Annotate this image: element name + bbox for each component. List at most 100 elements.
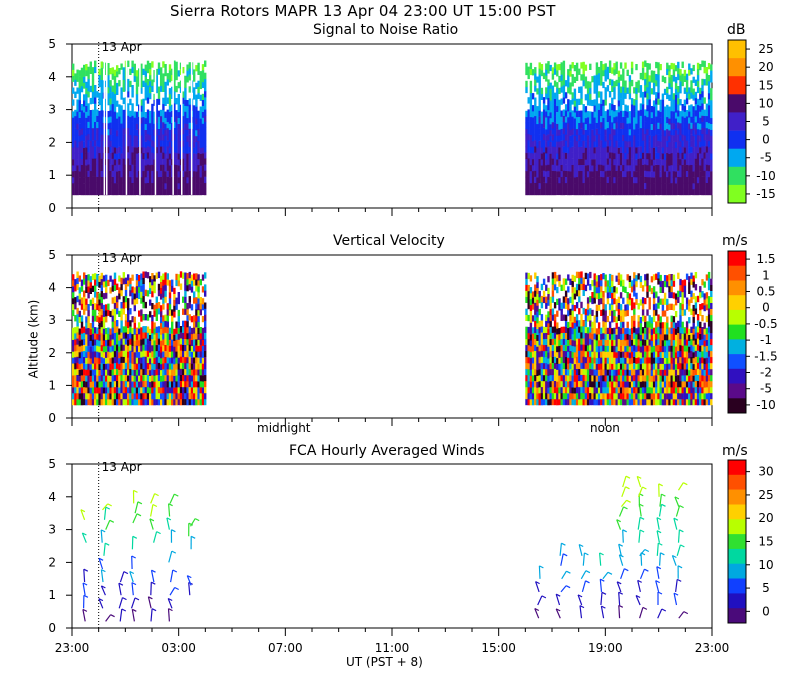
snr-cell bbox=[547, 158, 550, 165]
velocity-cell bbox=[155, 272, 158, 279]
snr-cell bbox=[149, 134, 152, 142]
velocity-cell bbox=[113, 386, 117, 394]
snr-cell bbox=[586, 141, 590, 148]
velocity-cell bbox=[529, 381, 533, 388]
velocity-cell bbox=[140, 291, 143, 298]
snr-cell bbox=[699, 117, 702, 124]
snr-cell bbox=[149, 80, 152, 88]
velocity-cell bbox=[129, 356, 132, 363]
snr-cell bbox=[100, 152, 103, 159]
velocity-cell bbox=[619, 316, 623, 323]
snr-cell bbox=[197, 122, 200, 130]
velocity-cell bbox=[111, 399, 114, 406]
snr-cell bbox=[595, 128, 599, 135]
velocity-cell bbox=[549, 326, 552, 334]
velocity-cell bbox=[578, 368, 581, 375]
snr-cell bbox=[109, 122, 112, 129]
snr-cell bbox=[76, 165, 79, 172]
snr-cell bbox=[571, 188, 574, 196]
velocity-cell bbox=[604, 304, 607, 311]
snr-cell bbox=[630, 134, 634, 141]
snr-cell bbox=[111, 122, 114, 129]
velocity-cell bbox=[578, 398, 581, 406]
velocity-cell bbox=[628, 346, 632, 353]
snr-cell bbox=[617, 106, 621, 113]
snr-cell bbox=[611, 122, 614, 129]
snr-cell bbox=[109, 128, 112, 135]
velocity-cell bbox=[586, 357, 590, 364]
velocity-cell bbox=[536, 364, 539, 371]
velocity-cell bbox=[157, 398, 161, 406]
velocity-cell bbox=[564, 368, 568, 376]
velocity-cell bbox=[197, 274, 200, 281]
snr-cell bbox=[173, 127, 176, 135]
snr-cell bbox=[666, 176, 669, 184]
snr-cell bbox=[690, 170, 693, 178]
snr-cell bbox=[677, 176, 680, 183]
velocity-cell bbox=[85, 316, 88, 323]
velocity-cell bbox=[72, 298, 75, 305]
snr-cell bbox=[91, 79, 95, 86]
velocity-cell bbox=[109, 399, 112, 406]
velocity-cell bbox=[199, 351, 202, 358]
snr-cell bbox=[677, 164, 680, 171]
snr-cell bbox=[91, 164, 95, 171]
velocity-cell bbox=[536, 317, 539, 324]
snr-cell bbox=[153, 177, 156, 184]
snr-cell bbox=[100, 116, 103, 123]
velocity-cell bbox=[201, 316, 205, 323]
snr-cell bbox=[72, 165, 75, 172]
snr-cell bbox=[551, 97, 555, 104]
snr-cell bbox=[133, 171, 136, 178]
snr-cell bbox=[604, 123, 607, 130]
snr-cell bbox=[74, 79, 77, 86]
snr-cell bbox=[142, 152, 145, 160]
velocity-cell bbox=[606, 387, 610, 394]
velocity-cell bbox=[569, 326, 572, 334]
velocity-cell bbox=[72, 327, 75, 334]
velocity-cell bbox=[573, 393, 577, 400]
snr-cell bbox=[560, 122, 563, 129]
snr-cell bbox=[641, 73, 645, 81]
snr-cell bbox=[622, 158, 625, 166]
velocity-cell bbox=[597, 298, 601, 305]
snr-cell bbox=[685, 73, 689, 81]
snr-cell bbox=[545, 123, 548, 130]
velocity-cell bbox=[204, 302, 207, 309]
snr-cell bbox=[626, 147, 629, 154]
snr-cell bbox=[657, 182, 660, 190]
velocity-cell bbox=[204, 356, 207, 363]
velocity-cell bbox=[201, 357, 205, 364]
snr-cell bbox=[545, 105, 548, 112]
snr-cell bbox=[155, 128, 158, 136]
snr-cell bbox=[549, 64, 552, 72]
snr-cell bbox=[639, 91, 643, 98]
velocity-cell bbox=[615, 375, 618, 382]
velocity-cell bbox=[164, 272, 167, 279]
snr-colorbar-unit: dB bbox=[727, 22, 746, 38]
velocity-cell bbox=[531, 387, 535, 394]
snr-cell bbox=[564, 110, 568, 117]
velocity-cell bbox=[89, 387, 92, 394]
snr-cell bbox=[710, 100, 713, 107]
velocity-cell bbox=[595, 381, 599, 388]
velocity-cell bbox=[199, 375, 202, 382]
snr-cell bbox=[595, 110, 599, 117]
snr-cell bbox=[672, 99, 676, 106]
velocity-cell bbox=[580, 350, 583, 357]
velocity-cell bbox=[582, 386, 585, 394]
velocity-cell bbox=[553, 350, 557, 357]
snr-cell bbox=[78, 123, 81, 130]
velocity-cell bbox=[100, 368, 103, 376]
velocity-cell bbox=[177, 298, 180, 305]
snr-cell bbox=[197, 146, 200, 154]
velocity-cell bbox=[534, 356, 537, 364]
snr-cell bbox=[171, 146, 174, 154]
velocity-cell bbox=[540, 295, 544, 303]
velocity-cell bbox=[127, 321, 130, 328]
snr-cell bbox=[164, 99, 167, 106]
colorbar-label: 10 bbox=[758, 96, 773, 110]
snr-cell bbox=[127, 127, 130, 135]
snr-cell bbox=[710, 111, 713, 119]
snr-cell bbox=[696, 80, 700, 88]
